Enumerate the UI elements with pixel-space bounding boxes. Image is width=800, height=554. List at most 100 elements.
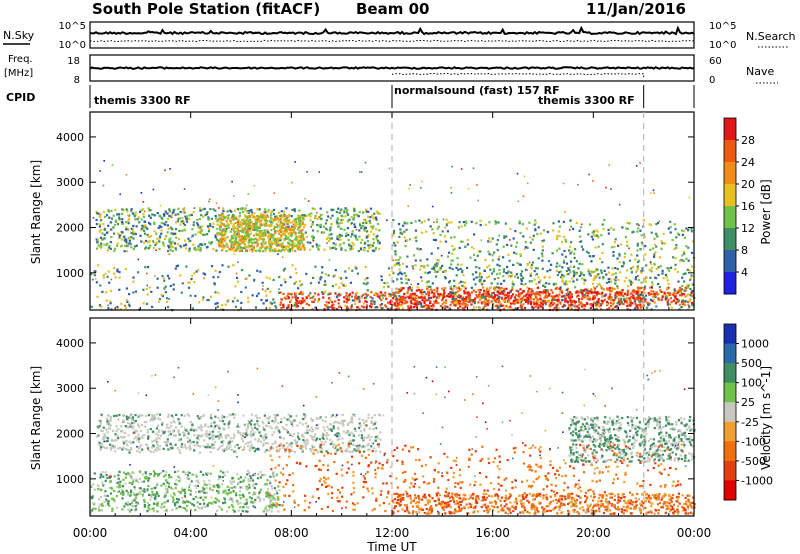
radar-echo-point — [499, 303, 502, 306]
radar-echo-point — [313, 445, 316, 448]
radar-echo-point — [636, 286, 640, 289]
radar-echo-point — [537, 286, 540, 289]
radar-echo-point — [306, 426, 309, 429]
radar-echo-point — [138, 210, 142, 213]
radar-echo-point — [272, 431, 275, 434]
freq-tick-top: 18 — [67, 56, 80, 67]
radar-echo-point — [246, 423, 250, 426]
radar-echo-point — [263, 428, 266, 431]
radar-echo-point — [477, 250, 480, 253]
radar-echo-point — [258, 215, 261, 218]
radar-echo-point — [386, 282, 389, 285]
radar-echo-point — [313, 435, 316, 438]
radar-echo-point — [98, 304, 102, 307]
radar-echo-point — [473, 307, 476, 310]
radar-echo-point — [220, 222, 223, 225]
radar-echo-point — [247, 441, 250, 444]
radar-echo-point — [180, 443, 184, 446]
radar-echo-point — [607, 232, 610, 235]
radar-echo-point — [261, 288, 264, 291]
radar-echo-point — [249, 221, 252, 224]
radar-echo-point — [617, 291, 620, 294]
radar-echo-point — [351, 241, 354, 244]
radar-echo-point — [464, 287, 467, 290]
radar-echo-point — [329, 292, 332, 295]
radar-echo-point — [134, 429, 137, 432]
radar-echo-point — [509, 290, 512, 293]
radar-echo-point — [423, 302, 426, 305]
radar-echo-point — [243, 220, 246, 223]
radar-echo-point — [300, 241, 303, 244]
radar-echo-point — [146, 233, 149, 236]
radar-echo-point — [166, 305, 170, 309]
radar-echo-point — [544, 303, 547, 306]
radar-echo-point — [420, 295, 423, 299]
radar-echo-point — [180, 246, 183, 249]
radar-echo-point — [399, 228, 402, 231]
radar-echo-point — [212, 438, 215, 441]
radar-echo-point — [541, 303, 544, 306]
radar-echo-point — [222, 246, 225, 250]
radar-echo-point — [316, 451, 319, 454]
radar-echo-point — [665, 276, 668, 279]
radar-echo-point — [121, 222, 124, 225]
radar-echo-point — [409, 184, 411, 186]
radar-echo-point — [442, 294, 445, 297]
radar-echo-point — [523, 175, 526, 178]
radar-echo-point — [325, 450, 328, 453]
radar-echo-point — [669, 220, 672, 223]
radar-echo-point — [148, 240, 151, 243]
nsearch-tick-bottom: 10^0 — [709, 40, 736, 51]
radar-echo-point — [623, 297, 626, 300]
radar-echo-point — [592, 230, 595, 233]
radar-echo-point — [269, 244, 272, 247]
radar-echo-point — [566, 301, 570, 304]
radar-echo-point — [171, 250, 174, 253]
radar-echo-point — [427, 291, 430, 294]
radar-echo-point — [482, 306, 485, 309]
radar-echo-point — [249, 432, 252, 436]
radar-echo-point — [507, 275, 510, 278]
radar-echo-point — [290, 449, 293, 452]
radar-echo-point — [517, 295, 520, 298]
radar-echo-point — [335, 296, 339, 299]
radar-echo-point — [126, 300, 129, 303]
radar-echo-point — [362, 282, 365, 285]
radar-echo-point — [239, 248, 242, 251]
radar-echo-point — [692, 240, 695, 243]
radar-echo-point — [147, 437, 150, 440]
radar-echo-point — [242, 218, 245, 221]
radar-echo-point — [563, 274, 566, 278]
radar-echo-point — [402, 307, 405, 310]
radar-echo-point — [444, 305, 447, 308]
radar-echo-point — [265, 215, 268, 218]
radar-echo-point — [312, 295, 315, 297]
radar-echo-point — [296, 217, 299, 220]
radar-echo-point — [291, 228, 294, 231]
radar-echo-point — [281, 242, 284, 245]
radar-echo-point — [330, 237, 333, 240]
radar-echo-point — [222, 218, 225, 221]
radar-echo-point — [255, 216, 259, 219]
radar-echo-point — [321, 432, 324, 435]
radar-echo-point — [146, 431, 149, 434]
radar-echo-point — [446, 230, 449, 233]
radar-echo-point — [168, 434, 171, 437]
radar-echo-point — [318, 171, 320, 173]
radar-echo-point — [118, 413, 121, 417]
radar-echo-point — [366, 240, 370, 243]
radar-echo-point — [106, 249, 109, 252]
radar-echo-point — [421, 264, 424, 268]
radar-echo-point — [248, 223, 251, 226]
radar-echo-point — [413, 292, 416, 295]
radar-echo-point — [205, 446, 208, 449]
radar-echo-point — [110, 446, 113, 449]
radar-echo-point — [293, 432, 296, 436]
radar-echo-point — [338, 286, 341, 289]
radar-echo-point — [348, 421, 351, 424]
radar-echo-point — [420, 276, 423, 279]
radar-echo-point — [241, 207, 244, 210]
radar-echo-point — [375, 306, 378, 309]
radar-echo-point — [269, 245, 272, 248]
